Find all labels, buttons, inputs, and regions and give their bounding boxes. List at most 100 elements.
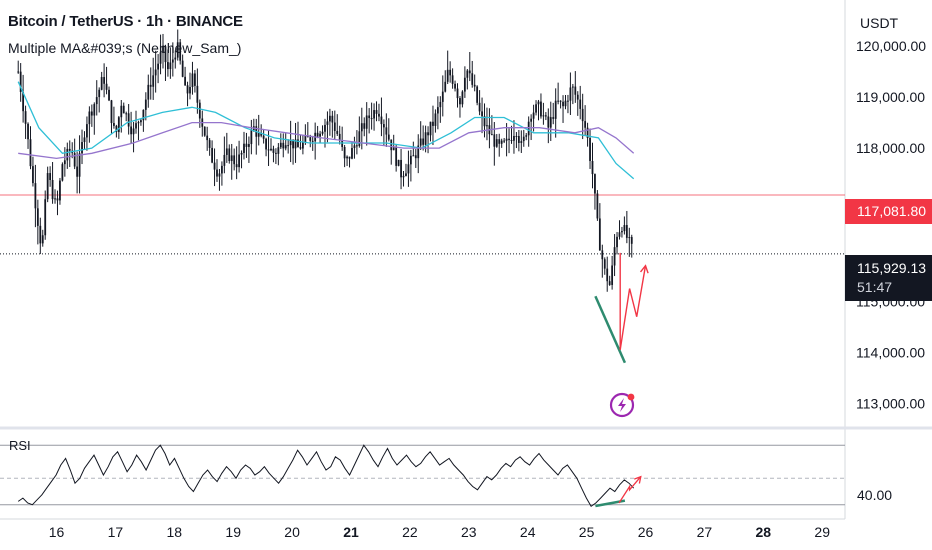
candle-body (434, 113, 437, 126)
candle-body (522, 136, 525, 142)
time-tick-label: 29 (814, 524, 830, 540)
projection-arrowhead (639, 264, 649, 274)
candle-body (441, 91, 444, 102)
candle-body (59, 180, 61, 201)
candle-body (483, 116, 486, 127)
candle-body (292, 139, 294, 149)
candle-body (110, 100, 113, 124)
candle-body (243, 143, 245, 153)
candle-body (385, 127, 388, 135)
rsi-line (17, 444, 635, 508)
time-tick-label: 23 (461, 524, 477, 540)
candle-body (544, 115, 547, 117)
currency-label[interactable]: USDT (860, 15, 899, 31)
candle-body (149, 84, 152, 87)
candle-body (98, 89, 101, 98)
candle-body (115, 125, 118, 133)
candle-body (549, 117, 552, 128)
candle-body (113, 123, 115, 126)
time-tick-label: 18 (167, 524, 183, 540)
candle-body (589, 138, 591, 162)
candle-body (159, 52, 162, 64)
price-tick-label: 114,000.00 (856, 344, 925, 360)
candle-body (400, 159, 402, 178)
candle-body (203, 126, 206, 136)
candle-body (606, 268, 609, 282)
candle-body (294, 139, 297, 149)
candle-body (432, 121, 434, 126)
candle-body (61, 164, 64, 181)
candle-body (117, 117, 120, 133)
time-tick-label: 26 (638, 524, 654, 540)
candle-body (83, 137, 86, 143)
rsi-red-projection (618, 476, 642, 504)
candle-body (44, 199, 47, 236)
candle-body (459, 98, 461, 105)
candle-body (103, 77, 106, 84)
candle-body (167, 62, 169, 70)
last-price-tag: 115,929.13 51:47 (845, 255, 932, 301)
candle-body (78, 153, 81, 177)
lightning-bolt-icon[interactable] (609, 392, 635, 418)
candle-body (500, 140, 503, 144)
candle-body (221, 165, 223, 174)
candle-body (32, 166, 34, 184)
candle-body (248, 144, 250, 147)
candle-body (73, 153, 76, 167)
candle-body (105, 83, 108, 90)
candle-body (311, 140, 314, 142)
candle-body (174, 57, 177, 60)
candle-body (407, 164, 410, 174)
candle-body (223, 154, 226, 166)
indicator-legend[interactable]: Multiple MA&#039;s (Nephew_Sam_) (8, 40, 242, 56)
candle-body (481, 111, 483, 117)
green-trendline (594, 295, 627, 364)
candle-body (176, 42, 179, 58)
candle-body (140, 120, 142, 123)
candle-body (353, 145, 356, 148)
candle-body (557, 100, 560, 102)
candle-body (321, 131, 324, 134)
candle-body (446, 69, 449, 82)
candle-body (24, 111, 27, 124)
candle-body (525, 135, 528, 137)
candle-body (380, 116, 383, 125)
level-price-tag: 117,081.80 (845, 199, 932, 224)
candle-body (86, 124, 88, 138)
candle-body (316, 132, 319, 137)
candle-body (211, 147, 213, 163)
candle-body (68, 148, 71, 151)
candle-body (493, 134, 496, 147)
candle-body (360, 123, 363, 132)
time-tick-label: 27 (697, 524, 713, 540)
candle-body (574, 86, 577, 95)
candle-body (584, 121, 587, 128)
horizontal-level-line[interactable] (0, 194, 845, 255)
drawing-annotations[interactable] (594, 252, 649, 364)
candle-body (576, 94, 579, 100)
candle-body (272, 148, 275, 153)
candle-body (81, 142, 83, 154)
candle-body (429, 121, 432, 136)
candlestick-series (17, 29, 633, 292)
candle-body (395, 147, 398, 166)
candle-body (194, 73, 196, 86)
candle-body (436, 107, 439, 114)
candle-body (598, 218, 601, 251)
candle-body (586, 127, 589, 139)
candle-body (503, 140, 506, 142)
candle-body (581, 108, 584, 122)
candle-body (368, 115, 371, 119)
candle-body (88, 111, 91, 125)
candle-body (39, 225, 42, 244)
rsi-legend[interactable]: RSI (9, 438, 31, 453)
candle-body (397, 159, 400, 166)
candle-body (370, 118, 373, 120)
candle-body (373, 110, 375, 119)
candle-body (191, 73, 194, 87)
candle-body (387, 134, 390, 140)
candle-body (630, 237, 633, 244)
candle-body (515, 135, 518, 137)
symbol-title[interactable]: Bitcoin / TetherUS · 1h · BINANCE (8, 13, 243, 30)
